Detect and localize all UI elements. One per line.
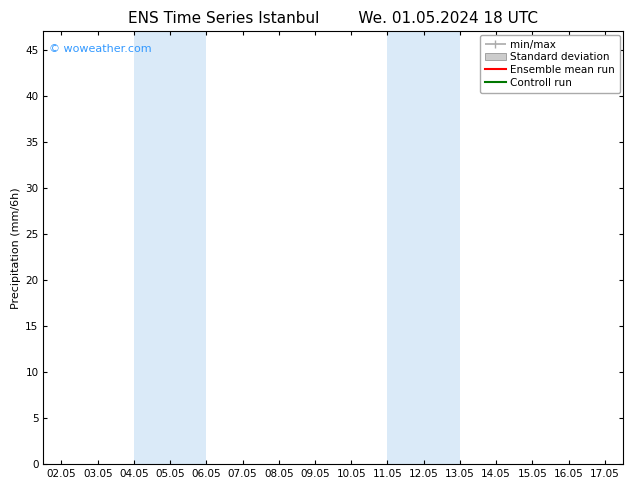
Bar (387, 31, 460, 464)
Y-axis label: Precipitation (mm/6h): Precipitation (mm/6h) (11, 187, 21, 309)
Text: © woweather.com: © woweather.com (49, 45, 152, 54)
Title: ENS Time Series Istanbul        We. 01.05.2024 18 UTC: ENS Time Series Istanbul We. 01.05.2024 … (128, 11, 538, 26)
Legend: min/max, Standard deviation, Ensemble mean run, Controll run: min/max, Standard deviation, Ensemble me… (479, 35, 620, 93)
Bar (134, 31, 207, 464)
